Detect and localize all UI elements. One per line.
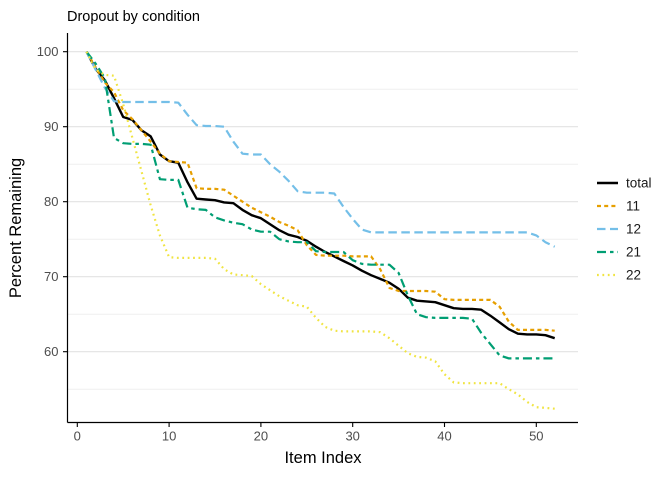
series-line-22 <box>85 51 555 410</box>
legend-item-22: 22 <box>597 268 641 283</box>
gridlines <box>67 51 578 390</box>
plot-title: Dropout by condition <box>67 9 200 25</box>
axis-ticks: 100 90 80 70 60 0 10 20 30 40 50 <box>37 44 544 443</box>
series-line-11 <box>85 51 555 332</box>
x-tick-label: 20 <box>254 429 268 444</box>
axis-lines <box>66 33 578 424</box>
legend: total 11 12 21 22 <box>597 176 652 283</box>
x-tick-label: 40 <box>437 429 451 444</box>
y-axis-title: Percent Remaining <box>7 158 25 298</box>
series-lines <box>85 51 556 410</box>
y-tick-label: 70 <box>44 269 58 284</box>
x-tick-label: 10 <box>162 429 176 444</box>
legend-item-12: 12 <box>597 222 641 237</box>
y-tick-label: 80 <box>44 194 58 209</box>
x-tick-label: 0 <box>74 429 81 444</box>
y-tick-label: 100 <box>37 44 59 59</box>
x-axis-title: Item Index <box>284 449 362 467</box>
legend-label-22: 22 <box>626 268 641 283</box>
legend-label-21: 21 <box>626 245 641 260</box>
legend-item-21: 21 <box>597 245 641 260</box>
y-tick-label: 60 <box>44 344 58 359</box>
legend-label-11: 11 <box>626 199 640 214</box>
series-line-12 <box>85 51 556 248</box>
legend-item-11: 11 <box>597 199 640 214</box>
x-tick-label: 50 <box>529 429 543 444</box>
series-line-total <box>85 51 556 340</box>
series-line-21 <box>85 51 555 360</box>
legend-label-total: total <box>626 176 652 191</box>
x-tick-label: 30 <box>345 429 359 444</box>
legend-label-12: 12 <box>626 222 641 237</box>
y-tick-label: 90 <box>44 119 58 134</box>
legend-item-total: total <box>597 176 652 191</box>
